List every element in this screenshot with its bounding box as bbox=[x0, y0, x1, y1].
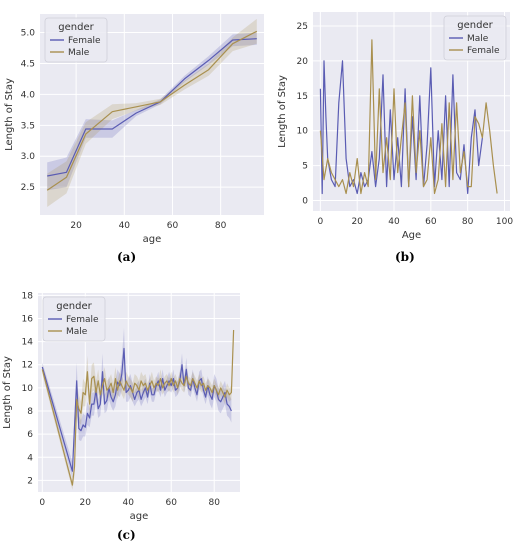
caption-c: (c) bbox=[117, 528, 136, 542]
y-tick-label: 5.0 bbox=[21, 29, 36, 39]
y-tick-label: 10 bbox=[22, 384, 34, 394]
y-tick-label: 3.5 bbox=[21, 121, 35, 131]
x-tick-label: 20 bbox=[351, 217, 363, 227]
chart-c: 0 20 40 60 80 2 4 6 8 10 12 14 16 18 age Length of Stay… bbox=[2, 291, 240, 522]
x-tick-label: 80 bbox=[215, 221, 227, 231]
legend-label: Male bbox=[66, 327, 88, 337]
x-axis-label: age bbox=[143, 234, 162, 245]
y-tick-label: 4.0 bbox=[21, 90, 36, 100]
y-tick-label: 16 bbox=[22, 314, 34, 324]
x-tick-label: 40 bbox=[123, 498, 135, 508]
legend-box bbox=[44, 17, 108, 63]
legend-label: Female bbox=[68, 36, 101, 46]
y-tick-label: 8 bbox=[27, 407, 33, 417]
legend-title: gender bbox=[58, 22, 94, 33]
y-tick-label: 12 bbox=[22, 361, 33, 371]
x-axis-label: age bbox=[130, 511, 149, 522]
y-tick-label: 18 bbox=[22, 291, 34, 301]
y-axis-label: Length of Stay bbox=[4, 78, 15, 151]
y-tick-label: 4.5 bbox=[21, 59, 35, 69]
series-line-female bbox=[319, 39, 498, 195]
ci-band-male bbox=[47, 18, 257, 208]
legend-box bbox=[42, 296, 106, 342]
x-tick-label: 60 bbox=[425, 217, 437, 227]
x-tick-label: 80 bbox=[462, 217, 474, 227]
y-tick-label: 6 bbox=[27, 430, 33, 440]
series-line-male bbox=[319, 60, 483, 195]
x-tick-label: 20 bbox=[80, 498, 92, 508]
y-tick-label: 2.5 bbox=[21, 183, 35, 193]
x-tick-label: 0 bbox=[39, 498, 45, 508]
legend-label: Female bbox=[467, 46, 500, 56]
x-tick-label: 40 bbox=[119, 221, 131, 231]
caption-b: (b) bbox=[395, 250, 415, 264]
series-line-male bbox=[41, 329, 235, 486]
caption-a: (a) bbox=[117, 250, 137, 264]
y-tick-label: 14 bbox=[22, 338, 34, 348]
legend-label: Male bbox=[467, 34, 489, 44]
legend-box bbox=[443, 15, 507, 61]
x-tick-label: 0 bbox=[317, 217, 323, 227]
series-line-male bbox=[46, 30, 258, 191]
ci-band-male bbox=[42, 327, 234, 490]
x-tick-label: 60 bbox=[166, 498, 178, 508]
x-tick-label: 40 bbox=[388, 217, 400, 227]
y-tick-label: 2 bbox=[27, 476, 33, 486]
x-tick-label: 100 bbox=[496, 217, 513, 227]
x-axis-label: Age bbox=[402, 230, 421, 241]
y-axis-label: Length of Stay bbox=[277, 75, 288, 148]
y-tick-label: 15 bbox=[297, 92, 308, 102]
y-tick-label: 3.0 bbox=[21, 152, 36, 162]
legend-title: gender bbox=[56, 301, 92, 312]
y-tick-label: 4 bbox=[27, 453, 33, 463]
series-line-female bbox=[41, 347, 232, 472]
y-tick-label: 25 bbox=[297, 22, 308, 32]
legend-label: Male bbox=[68, 48, 90, 58]
y-axis-label: Length of Stay bbox=[2, 356, 13, 429]
legend-title: gender bbox=[457, 20, 493, 31]
y-tick-label: 5 bbox=[302, 162, 308, 172]
chart-b: 0 20 40 60 80 100 0 5 10 15 20 25 Age Length of Stay g… bbox=[277, 12, 513, 241]
x-tick-label: 20 bbox=[70, 221, 82, 231]
legend-label: Female bbox=[66, 315, 99, 325]
x-tick-label: 80 bbox=[208, 498, 220, 508]
y-tick-label: 0 bbox=[302, 197, 308, 207]
chart-a: 20 40 60 80 2.5 3.0 3.5 4.0 4.5 5.0 age Length of S… bbox=[4, 14, 264, 245]
y-tick-label: 10 bbox=[297, 127, 309, 137]
x-tick-label: 60 bbox=[167, 221, 179, 231]
y-tick-label: 20 bbox=[297, 57, 309, 67]
series-line-female bbox=[47, 38, 257, 177]
